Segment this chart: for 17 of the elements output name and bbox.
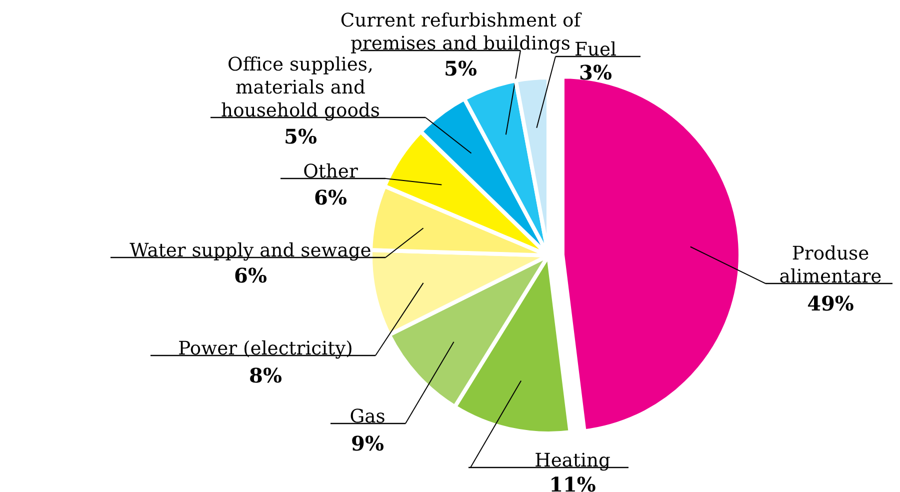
- data-label: 49%: [807, 292, 854, 316]
- data-label: 6%: [314, 186, 347, 210]
- data-label: 6%: [234, 264, 267, 288]
- slice-label: Water supply and sewage: [130, 240, 372, 262]
- data-label: 5%: [284, 124, 317, 148]
- slice-label: Power (electricity): [178, 338, 353, 360]
- data-label: 11%: [549, 472, 596, 492]
- slice-label: Fuel: [574, 40, 617, 60]
- slice-label: Gas: [350, 406, 386, 428]
- data-label: 8%: [249, 364, 282, 388]
- data-label: 5%: [444, 56, 477, 80]
- slice-label: Office supplies, materials and household goods: [221, 54, 380, 122]
- data-label: 9%: [351, 432, 384, 456]
- slice-label: Produse alimentare: [779, 243, 882, 288]
- data-label: 3%: [579, 60, 612, 84]
- slice-label: Heating: [534, 450, 610, 472]
- slice-label: Other: [303, 162, 358, 182]
